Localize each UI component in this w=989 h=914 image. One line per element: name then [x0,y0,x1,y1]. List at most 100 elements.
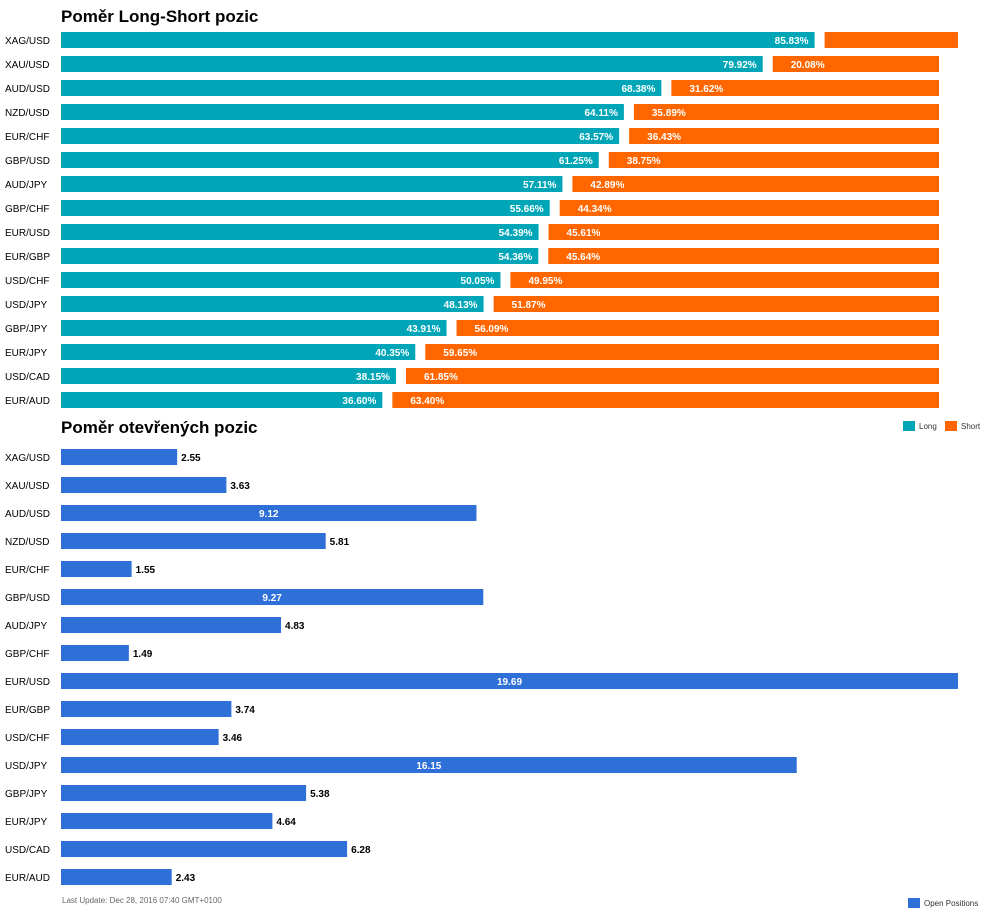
category-label: EUR/JPY [5,348,48,359]
open-value-label: 16.15 [416,761,441,772]
short-bar [510,272,939,288]
short-bar [572,176,939,192]
short-value-label: 51.87% [512,300,546,311]
category-label: GBP/USD [5,156,50,167]
open-position-bar [61,673,958,689]
open-value-label: 1.49 [133,649,153,660]
legend-open-swatch [908,898,920,908]
category-label: USD/CAD [5,845,50,856]
open-position-bar [61,869,172,885]
category-label: GBP/CHF [5,204,49,215]
category-label: AUD/USD [5,509,50,520]
open-value-label: 5.81 [330,537,350,548]
short-value-label: 20.08% [791,60,825,71]
open-position-bar [61,701,232,717]
open-position-bar [61,645,129,661]
open-value-label: 19.69 [497,677,522,688]
open-value-label: 6.28 [351,845,371,856]
short-value-label: 61.85% [424,372,458,383]
long-value-label: 64.11% [585,108,618,119]
short-value-label: 56.09% [475,324,509,335]
legend-open-positions[interactable]: Open Positions [908,898,978,908]
open-position-bar [61,505,477,521]
open-value-label: 3.74 [235,705,255,716]
short-value-label: 35.89% [652,108,686,119]
short-bar [456,320,939,336]
open-value-label: 2.43 [176,873,196,884]
long-bar [61,104,624,120]
category-label: NZD/USD [5,537,49,548]
last-update-text: Last Update: Dec 28, 2016 07:40 GMT+0100 [62,896,222,905]
open-position-bar [61,841,348,857]
open-position-bar [61,533,326,549]
open-position-bar [61,561,132,577]
long-value-label: 55.66% [510,204,544,215]
short-value-label: 44.34% [578,204,612,215]
open-position-bar [61,785,307,801]
long-value-label: 61.25% [559,156,593,167]
long-bar [61,152,599,168]
category-label: USD/JPY [5,300,48,311]
short-value-label: 45.64% [566,252,600,263]
long-bar [61,80,662,96]
category-label: XAU/USD [5,60,49,71]
long-value-label: 68.38% [621,84,655,95]
long-bar [61,224,539,240]
category-label: EUR/AUD [5,396,50,407]
long-value-label: 36.60% [342,396,376,407]
category-label: XAG/USD [5,36,50,47]
long-value-label: 79.92% [723,60,757,71]
open-value-label: 1.55 [136,565,156,576]
legend-open-label: Open Positions [924,898,979,908]
long-bar [61,392,383,408]
long-bar [61,56,763,72]
open-position-bar [61,813,273,829]
category-label: USD/JPY [5,761,48,772]
category-label: GBP/CHF [5,649,49,660]
short-bar [392,392,939,408]
short-value-label: 63.40% [410,396,444,407]
open-value-label: 3.63 [230,481,250,492]
short-bar [425,344,939,360]
short-bar [772,56,939,72]
open-position-bar [61,757,797,773]
long-value-label: 54.39% [499,228,533,239]
category-label: GBP/JPY [5,324,48,335]
long-value-label: 48.13% [444,300,478,311]
long-bar [61,368,396,384]
short-value-label: 38.75% [627,156,661,167]
category-label: GBP/JPY [5,789,48,800]
short-value-label: 36.43% [647,132,681,143]
short-value-label: 49.95% [528,276,562,287]
long-value-label: 38.15% [356,372,390,383]
short-bar [824,32,958,48]
category-label: EUR/GBP [5,252,50,263]
category-label: EUR/JPY [5,817,48,828]
legend-long-label: Long [919,421,937,431]
long-bar [61,272,501,288]
open-position-bar [61,617,282,633]
long-bar [61,128,620,144]
category-label: EUR/AUD [5,873,50,884]
open-positions-title: Poměr otevřených pozic [61,418,258,437]
category-label: USD/CAD [5,372,50,383]
category-label: XAU/USD [5,481,49,492]
short-bar [629,128,939,144]
long-short-title: Poměr Long-Short pozic [61,7,259,26]
long-bar [61,176,563,192]
long-bar [61,200,550,216]
short-bar [671,80,939,96]
category-label: XAG/USD [5,453,50,464]
category-label: GBP/USD [5,593,50,604]
open-value-label: 2.55 [181,453,201,464]
long-bar [61,32,815,48]
long-bar [61,248,539,264]
legend-long[interactable]: Long [903,421,937,431]
legend-short[interactable]: Short [945,421,980,431]
open-value-label: 3.46 [223,733,243,744]
category-label: NZD/USD [5,108,49,119]
short-value-label: 45.61% [567,228,601,239]
category-label: AUD/JPY [5,621,48,632]
long-value-label: 54.36% [498,252,532,263]
long-value-label: 57.11% [523,180,556,191]
